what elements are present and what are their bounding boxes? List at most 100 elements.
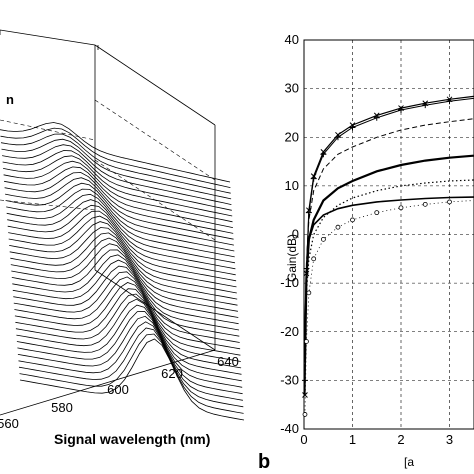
panel-b-circle-marker <box>422 201 428 207</box>
panel-b-circle-marker <box>320 236 326 242</box>
panel-a-curve <box>16 298 242 375</box>
panel-b-circle-marker <box>311 256 317 262</box>
panel-b-gain-chart: 40 30 20 10 0 -10 -20 -30 -40 0 1 2 3 Gain(dB) [a b <box>258 32 474 473</box>
panel-b-series <box>301 95 474 417</box>
panel-b-series-line <box>304 118 474 371</box>
panel-a-curve <box>0 133 231 194</box>
panel-b-x-tick-label: 3 <box>446 432 453 447</box>
panel-a-curve <box>19 338 245 421</box>
panel-b-circle-marker <box>335 224 341 230</box>
panel-a-x-tick-label: 640 <box>217 354 239 369</box>
panel-b-series-line <box>304 196 474 342</box>
panel-b-plus-marker <box>334 134 341 141</box>
panel-a-curve <box>12 254 239 325</box>
panel-a-curve <box>14 276 241 350</box>
panel-a-curves <box>0 122 245 421</box>
panel-a-curve <box>3 160 233 223</box>
panel-b-y-tick-label: 0 <box>292 227 299 242</box>
panel-b-x-tick-label: 2 <box>397 432 404 447</box>
panel-b-circle-marker <box>350 217 355 223</box>
panel-a-curve <box>1 138 232 200</box>
panel-a-x-tick-label: 560 <box>0 416 19 431</box>
panel-a-curve <box>15 293 242 369</box>
panel-a-grid-line <box>94 99 216 181</box>
panel-b-plus-marker <box>373 114 380 121</box>
panel-a-curve <box>11 249 239 318</box>
panel-b-y-tick-label: 20 <box>285 129 299 144</box>
panel-b-letter: b <box>258 451 270 473</box>
panel-a-curve <box>9 221 237 288</box>
panel-b-y-tick-label: -20 <box>280 324 299 339</box>
panel-a-curve <box>11 243 238 312</box>
panel-a-curve <box>7 199 236 264</box>
panel-b-plus-marker <box>398 107 404 114</box>
panel-b-plus-marker <box>446 98 453 105</box>
panel-a-curve <box>0 122 231 183</box>
panel-b-y-tick-label: 30 <box>285 81 299 96</box>
panel-b-circle-marker <box>302 412 308 417</box>
panel-a-curve <box>17 311 243 388</box>
panel-b-circle-marker <box>304 339 309 344</box>
panel-a-curve <box>9 227 237 294</box>
panel-a-x-axis-label: Signal wavelength (nm) <box>54 431 210 447</box>
panel-a-grid-line <box>0 199 96 211</box>
panel-b-x-ticks: 0 1 2 3 <box>300 432 453 447</box>
panel-b-circle-marker <box>374 210 380 216</box>
panel-a-curve <box>7 204 236 270</box>
panel-a-curve <box>19 333 244 414</box>
panel-b-y-tick-label: -40 <box>280 421 299 436</box>
panel-a-curve <box>16 304 242 382</box>
panel-a-frame-line <box>94 269 216 351</box>
panel-a-curve <box>5 177 234 240</box>
panel-b-y-tick-label: 10 <box>285 178 299 193</box>
panel-a-curve <box>0 127 231 188</box>
panel-a-surface-chart: 560 580 600 620 640 n Signal wavelength (nm) <box>0 29 245 447</box>
panel-a-frame-line <box>0 349 216 416</box>
panel-a-curve <box>13 265 240 337</box>
panel-b-plus-marker <box>349 124 356 131</box>
panel-b-plus-marker <box>422 102 429 109</box>
panel-a-frame-line <box>0 29 96 46</box>
panel-a-x-tick-label: 620 <box>161 366 183 381</box>
panel-a-curve <box>4 172 234 234</box>
panel-b-plus-marker <box>305 209 312 216</box>
panel-b-y-tick-label: -10 <box>280 275 299 290</box>
panel-a-curve <box>13 271 240 343</box>
panel-a-curve <box>4 166 233 228</box>
panel-b-grid <box>304 40 474 429</box>
panel-a-curve <box>18 321 243 401</box>
panel-b-circle-marker <box>398 205 404 211</box>
panel-a-frame-line <box>94 44 216 126</box>
panel-b-circle-marker <box>447 199 452 205</box>
panel-b-y-tick-label: 40 <box>285 32 299 47</box>
panel-b-plus-marker <box>320 151 327 158</box>
panel-a-curve <box>18 327 244 408</box>
panel-a-curve <box>17 315 243 395</box>
panel-a-curve <box>15 288 241 362</box>
panel-b-circle-marker <box>306 290 312 296</box>
panel-a-x-ticks: 560 580 600 620 640 <box>0 354 239 431</box>
panel-a-curve <box>6 188 235 252</box>
panel-a-curve <box>12 259 240 331</box>
panel-b-series-line <box>304 200 474 415</box>
panel-a-curve <box>6 193 235 258</box>
panel-b-y-ticks: 40 30 20 10 0 -10 -20 -30 -40 <box>280 32 299 436</box>
panel-b-series-line <box>304 179 474 366</box>
panel-a-curve <box>14 282 241 356</box>
panel-b-x-marker <box>302 392 308 398</box>
panel-a-curve <box>10 232 238 300</box>
panel-b-y-tick-label: -30 <box>280 372 299 387</box>
panel-a-curve <box>10 237 238 306</box>
panel-a-x-tick-label: 580 <box>51 400 73 415</box>
panel-b-y-axis-label: Gain(dB) <box>285 234 299 282</box>
panel-a-curve <box>3 155 233 217</box>
panel-a-curve <box>8 215 237 282</box>
panel-a-curve <box>5 182 234 246</box>
panel-a-curve <box>2 144 232 205</box>
panel-a-curve <box>8 210 236 276</box>
panel-a-curve <box>2 150 232 211</box>
panel-b-plus-marker <box>301 377 308 384</box>
panel-b-x-axis-label-fragment: [a <box>404 455 414 469</box>
panel-a-partial-label: n <box>6 92 14 107</box>
